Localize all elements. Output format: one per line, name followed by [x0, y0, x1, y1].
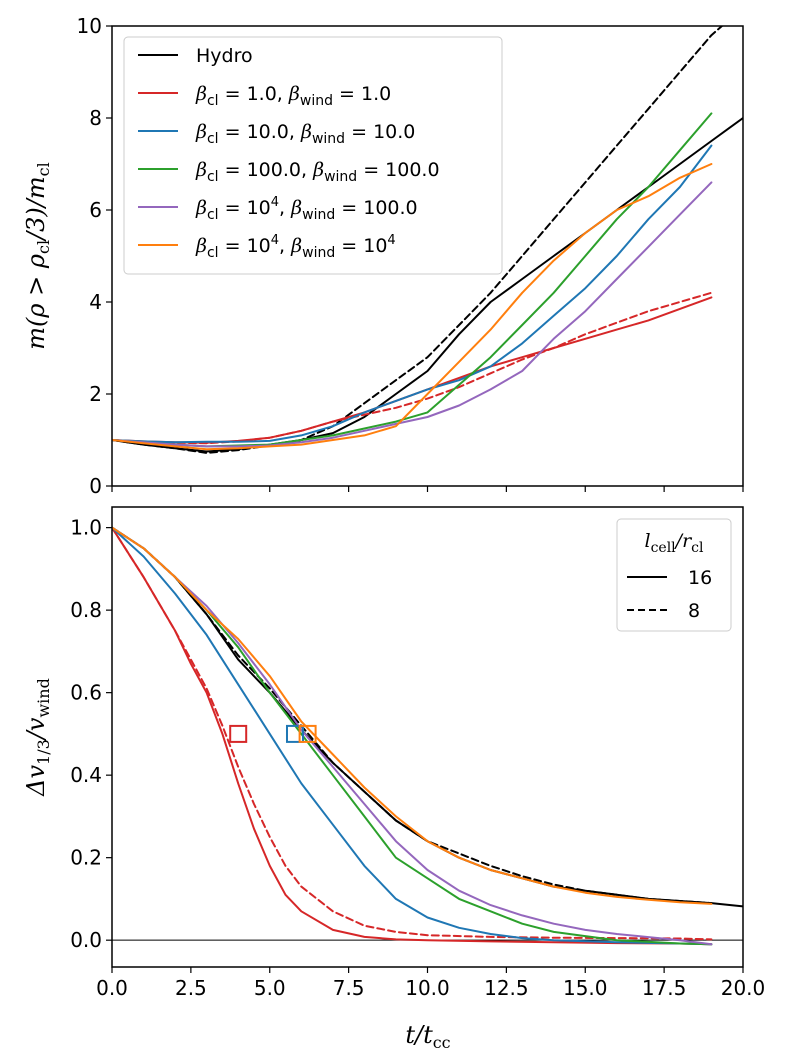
top-ylabel-a: m(ρ > ρ	[22, 254, 50, 350]
top-legend-frame	[123, 36, 503, 275]
bottom-ylabel-a-sub: 1/3	[34, 739, 53, 765]
bottom-series-line-2	[112, 526, 713, 946]
bottom-marker-1	[285, 724, 304, 743]
top-ytick-label-1: 2	[89, 382, 102, 406]
bottom-panel: 0.0 0.2 0.4 0.6 0.8 1.0 0.0 2.5 5.0 7.5 10.0 12.5 15…	[22, 506, 766, 1052]
top-legend-label-3: βcl = 100.0, βwind = 100.0	[195, 159, 440, 185]
bottom-ylabel-a: Δv	[22, 764, 50, 796]
bottom-legend-frame	[616, 518, 732, 632]
top-ytick-label-4: 8	[89, 106, 102, 130]
top-legend-label-1: βcl = 1.0, βwind = 1.0	[195, 83, 391, 109]
top-legend-label-4: βcl = 104, βwind = 100.0	[195, 195, 418, 223]
bottom-xlabel-a-sub: cc	[433, 1033, 451, 1052]
top-series-line-4	[112, 144, 713, 444]
bottom-legend-title-a-sub: cell	[651, 540, 677, 556]
top-legend: Hydro βcl = 1.0, βwind = 1.0 βcl = 10.0, β…	[123, 36, 503, 275]
bottom-legend-title-b: /r	[674, 530, 693, 552]
top-ytick-label-2: 4	[89, 290, 102, 314]
bottom-ytick-label-0: 0.0	[70, 928, 102, 952]
bottom-ylabel-b-sub: wind	[34, 678, 53, 717]
bottom-xtick-label-7: 17.5	[642, 976, 687, 1000]
bottom-ytick-label-3: 0.6	[70, 681, 102, 705]
top-legend-label-5: βcl = 104, βwind = 104	[195, 233, 396, 261]
bottom-series-line-1	[112, 526, 713, 905]
bottom-legend-title: lcell/rcl	[645, 530, 704, 556]
top-legend-label-0: Hydro	[196, 45, 253, 67]
top-legend-label-2: βcl = 10.0, βwind = 10.0	[195, 121, 415, 147]
top-series-line-3	[112, 291, 713, 445]
bottom-ytick-label-2: 0.4	[70, 763, 102, 787]
top-series-line-0	[112, 117, 743, 453]
top-ytick-label-0: 0	[89, 474, 102, 498]
top-series-line-1	[112, 26, 724, 454]
top-axes-frame	[111, 25, 744, 487]
bottom-xtick-label-1: 2.5	[175, 976, 207, 1000]
bottom-ytick-label-5: 1.0	[70, 516, 102, 540]
bottom-ytick-label-1: 0.2	[70, 846, 102, 870]
top-ylabel-a-sub: cl	[34, 240, 53, 254]
bottom-xlabel: t/tcc	[405, 1021, 450, 1052]
bottom-series-line-4	[112, 526, 713, 946]
bottom-ytick-label-4: 0.8	[70, 598, 102, 622]
bottom-xtick-label-3: 7.5	[333, 976, 365, 1000]
top-ylabel-b-sub: cl	[34, 162, 53, 176]
top-ytick-label-5: 10	[77, 14, 102, 38]
bottom-legend-title-a: l	[645, 530, 651, 552]
bottom-ylabel: Δv1/3/vwind	[22, 678, 53, 797]
bottom-legend: lcell/rcl 16 8	[616, 518, 732, 632]
bottom-xtick-label-4: 10.0	[405, 976, 450, 1000]
bottom-series-line-6	[112, 526, 713, 946]
top-series-line-6	[112, 181, 713, 448]
bottom-series-line-7	[112, 526, 713, 905]
bottom-marker-2	[298, 724, 317, 743]
bottom-axes-frame	[111, 506, 744, 968]
bottom-legend-title-b-sub: cl	[691, 540, 704, 556]
bottom-xlabel-a: t/t	[405, 1021, 433, 1049]
top-series-line-7	[112, 163, 713, 451]
bottom-xtick-label-6: 15.0	[563, 976, 608, 1000]
bottom-series-line-3	[112, 526, 713, 941]
top-ylabel: m(ρ > ρcl/3)/mcl	[22, 162, 53, 349]
bottom-legend-label-0: 16	[688, 567, 712, 589]
bottom-xtick-label-8: 20.0	[721, 976, 766, 1000]
bottom-xtick-label-5: 12.5	[484, 976, 529, 1000]
top-ytick-label-3: 6	[89, 198, 102, 222]
bottom-legend-label-1: 8	[688, 600, 700, 622]
bottom-ylabel-b: /v	[22, 717, 50, 741]
top-ylabel-b: /3)/m	[22, 176, 50, 242]
bottom-marker-0	[229, 724, 248, 743]
bottom-xtick-label-0: 0.0	[96, 976, 128, 1000]
bottom-xtick-label-2: 5.0	[254, 976, 286, 1000]
